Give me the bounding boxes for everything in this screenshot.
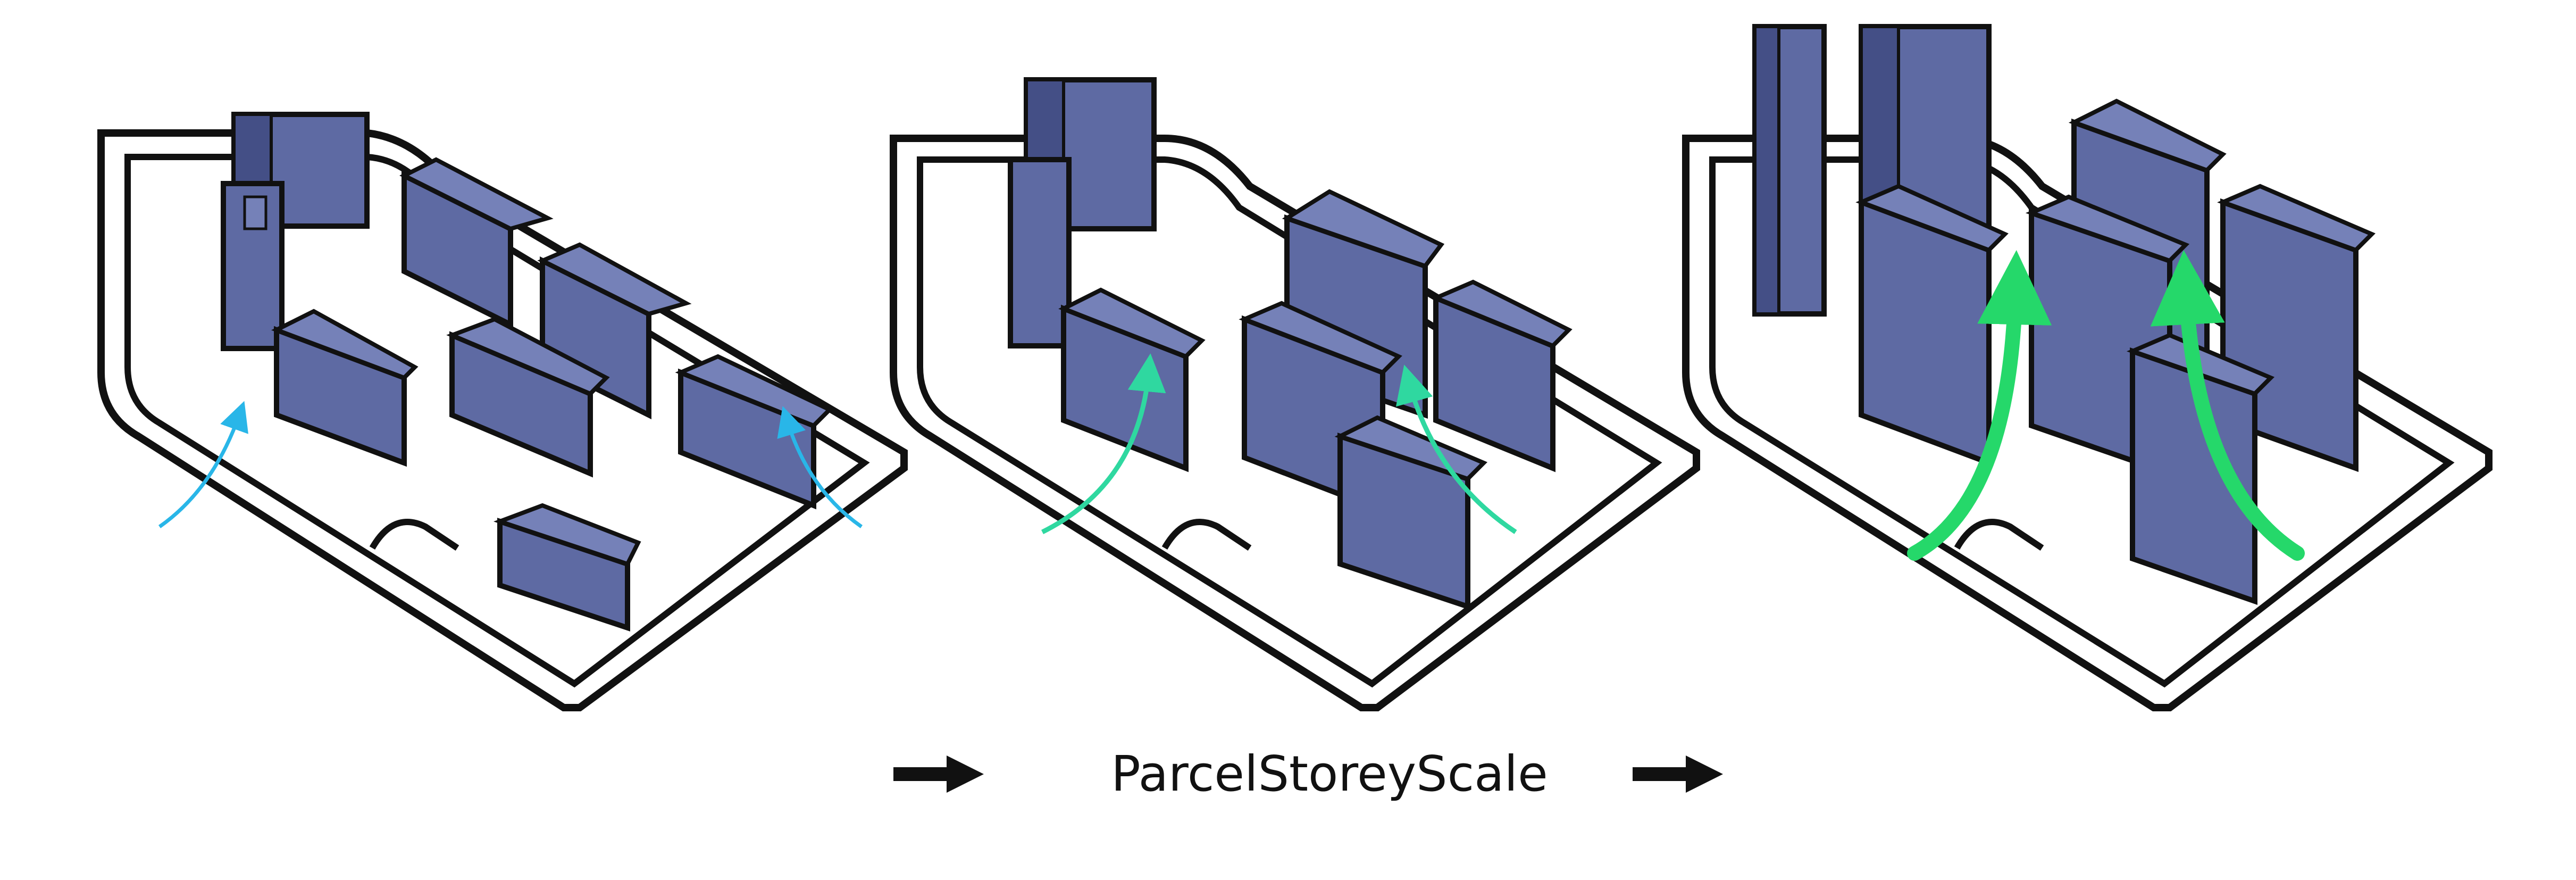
building (1334, 415, 1488, 610)
building (446, 317, 610, 478)
cul-de-sac (369, 519, 459, 551)
panel-stage-1 (97, 112, 908, 711)
flow-arrow (1041, 353, 1166, 535)
site-road-outer (97, 129, 908, 711)
flow-arrow (1395, 364, 1517, 534)
site-road-inner (124, 154, 870, 688)
building (1752, 24, 1827, 317)
building (2126, 333, 2275, 605)
right-arrow-icon (1633, 756, 1723, 793)
building (221, 112, 370, 351)
right-arrow-icon (893, 756, 984, 793)
flow-arrow (158, 401, 248, 528)
building (271, 309, 419, 467)
building (399, 157, 554, 329)
building (1430, 279, 1573, 472)
building (537, 242, 692, 420)
flow-arrow (1907, 250, 2052, 561)
cul-de-sac (1954, 519, 2044, 551)
flow-arrow (777, 406, 863, 528)
site-road-outer (890, 135, 1700, 711)
building (675, 354, 833, 510)
panel-stage-3 (1682, 24, 2493, 711)
cul-de-sac (1161, 519, 1252, 551)
building (494, 503, 641, 632)
building (1008, 77, 1157, 348)
flow-arrow (2150, 250, 2305, 561)
panel-stage-2 (890, 77, 1700, 711)
building (1058, 287, 1206, 472)
diagram-caption: ParcelStoreyScale (1111, 745, 1548, 802)
building (1855, 184, 2009, 467)
